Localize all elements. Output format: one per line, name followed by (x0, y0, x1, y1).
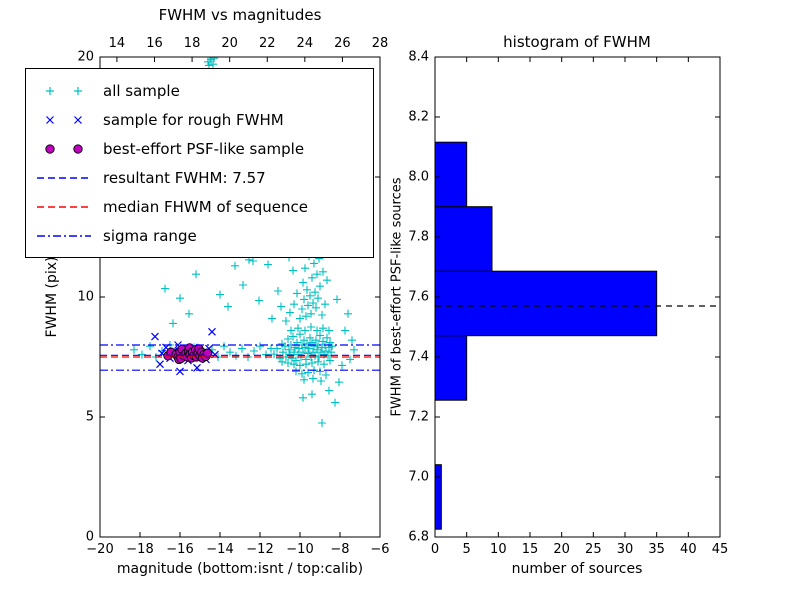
right-x-tick-label: 0 (430, 542, 440, 557)
left-xaxis-label: magnitude (bottom:isnt / top:calib) (116, 561, 364, 577)
legend-item: best-effort PSF-like sample (35, 134, 367, 163)
right-y-tick-label: 7.8 (408, 229, 429, 245)
legend-item: resultant FWHM: 7.57 (35, 163, 367, 192)
left-y-tick-label: 5 (85, 409, 94, 425)
legend-item-label: best-effort PSF-like sample (103, 139, 305, 158)
left-top-x-tick-label: 20 (221, 36, 238, 51)
left-top-x-tick-label: 28 (371, 36, 389, 51)
left-yaxis-label: FWHM (pix) (44, 256, 60, 338)
left-top-x-tick-label: 16 (146, 36, 163, 51)
right-x-tick-label: 25 (585, 542, 602, 557)
legend-item: median FHWM of sequence (35, 192, 367, 221)
left-top-x-tick-label: 18 (183, 36, 201, 51)
right-xaxis-label: number of sources (511, 561, 643, 577)
left-plot-title: FWHM vs magnitudes (158, 6, 322, 24)
legend-item-label: sample for rough FWHM (103, 110, 284, 129)
legend: all sample sample for rough FWHM best-effo… (25, 68, 374, 258)
legend-item-label: resultant FWHM: 7.57 (103, 168, 266, 187)
left-y-tick-label: 0 (85, 529, 94, 545)
left-x-tick-label: −6 (370, 542, 390, 557)
left-x-tick-label: −12 (246, 542, 274, 557)
legend-item-label: median FHWM of sequence (103, 197, 308, 216)
left-top-x-tick-label: 26 (334, 36, 351, 51)
legend-item: sigma range (35, 221, 367, 250)
right-y-tick-label: 8.4 (408, 49, 429, 65)
left-x-tick-label: −20 (86, 542, 114, 557)
dashdot-marker-icon (37, 234, 91, 237)
legend-item: sample for rough FWHM (35, 105, 367, 134)
right-x-tick-label: 45 (711, 542, 729, 557)
left-x-tick-label: −8 (330, 542, 350, 557)
left-y-tick-label: 20 (77, 49, 94, 65)
legend-item-label: all sample (103, 81, 180, 100)
dashed-marker-icon (37, 205, 91, 208)
left-top-x-tick-label: 14 (108, 36, 126, 51)
left-top-x-tick-label: 22 (258, 36, 276, 51)
right-plot-title: histogram of FWHM (503, 33, 651, 51)
right-y-tick-label: 7.2 (408, 409, 429, 425)
right-x-tick-label: 40 (680, 542, 697, 557)
left-x-tick-label: −10 (286, 542, 314, 557)
right-x-tick-label: 15 (521, 542, 539, 557)
right-y-tick-label: 8.2 (408, 109, 429, 125)
right-x-tick-label: 5 (462, 542, 471, 557)
right-y-tick-label: 7.6 (408, 289, 429, 305)
right-x-tick-label: 10 (490, 542, 507, 557)
right-y-tick-label: 6.8 (408, 529, 429, 545)
histogram-bars (434, 141, 658, 530)
legend-item-label: sigma range (103, 226, 197, 245)
right-y-tick-label: 8.0 (408, 169, 429, 185)
legend-item: all sample (35, 76, 367, 105)
left-x-tick-label: −14 (206, 542, 234, 557)
left-x-tick-label: −18 (126, 542, 154, 557)
right-y-tick-label: 7.4 (408, 349, 429, 365)
left-y-tick-label: 10 (77, 289, 94, 305)
right-y-tick-label: 7.0 (408, 469, 429, 485)
circle-marker-icon (45, 143, 83, 154)
left-x-tick-label: −16 (166, 542, 194, 557)
right-x-tick-label: 30 (616, 542, 634, 557)
right-x-tick-label: 20 (553, 542, 570, 557)
x-marker-icon (46, 115, 82, 124)
left-top-x-tick-label: 24 (296, 36, 314, 51)
plus-marker-icon (46, 86, 82, 95)
right-yaxis-label: FWHM of best-effort PSF-like sources (389, 177, 405, 417)
right-x-tick-label: 35 (648, 542, 665, 557)
dashed-marker-icon (37, 176, 91, 179)
